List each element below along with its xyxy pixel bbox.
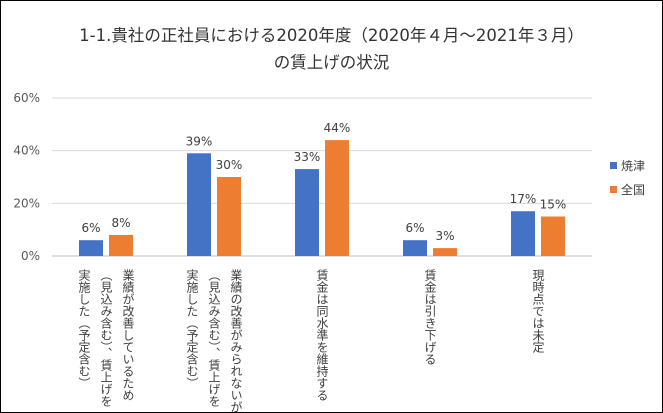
data-label: 6% bbox=[81, 221, 100, 235]
category-label: （見込み含む）、賃上げを bbox=[207, 269, 221, 407]
chart-title: 1-1.貴社の正社員における2020年度（2020年４月～2021年３月） の賃… bbox=[0, 22, 663, 76]
legend-label: 焼津 bbox=[621, 159, 645, 173]
legend-swatch bbox=[610, 162, 617, 169]
data-label: 44% bbox=[324, 121, 351, 135]
y-tick-label: 40% bbox=[13, 144, 40, 158]
data-label: 3% bbox=[435, 229, 454, 243]
y-tick-label: 20% bbox=[13, 196, 40, 210]
category-label: 現時点では未定 bbox=[531, 269, 545, 354]
gridlines bbox=[52, 97, 592, 257]
bar bbox=[433, 248, 457, 256]
category-label: 賃金は同水準を維持する bbox=[315, 268, 329, 401]
bar bbox=[187, 153, 211, 256]
chart-title-line-1: 1-1.貴社の正社員における2020年度（2020年４月～2021年３月） bbox=[79, 26, 584, 45]
chart-title-line-2: の賃上げの状況 bbox=[273, 53, 390, 72]
y-tick-label: 0% bbox=[21, 249, 40, 263]
category-label: （見込み含む）、賃上げを bbox=[99, 269, 113, 407]
bar bbox=[79, 240, 103, 256]
category-label: 実施した（予定含む） bbox=[185, 268, 199, 389]
data-label: 8% bbox=[111, 216, 130, 230]
category-label: 業績の改善がみられないが bbox=[229, 269, 243, 413]
category-label: 業績が改善しているため bbox=[121, 269, 135, 401]
y-axis-tick-labels: 0% 20% 40% 60% bbox=[13, 91, 40, 263]
bar bbox=[325, 140, 349, 256]
data-label: 15% bbox=[540, 198, 567, 212]
data-label: 30% bbox=[216, 158, 243, 172]
bar bbox=[541, 216, 565, 256]
legend-label: 全国 bbox=[621, 182, 645, 197]
bar bbox=[511, 211, 535, 256]
bar bbox=[217, 177, 241, 256]
category-label: 賃金は引き下げる bbox=[423, 268, 437, 365]
bar bbox=[403, 240, 427, 256]
data-label: 39% bbox=[186, 134, 213, 148]
y-tick-label: 60% bbox=[13, 91, 40, 105]
data-label: 17% bbox=[510, 192, 537, 206]
category-label: 実施した（予定含む） bbox=[77, 268, 91, 389]
data-labels: 6% 39% 33% 6% 17% 8% 30% 44% 3% 15% bbox=[81, 121, 566, 243]
bar bbox=[295, 169, 319, 256]
legend-swatch bbox=[610, 186, 617, 193]
bar-series bbox=[79, 140, 565, 256]
bar bbox=[109, 234, 133, 256]
data-label: 33% bbox=[294, 150, 321, 164]
data-label: 6% bbox=[405, 221, 424, 235]
